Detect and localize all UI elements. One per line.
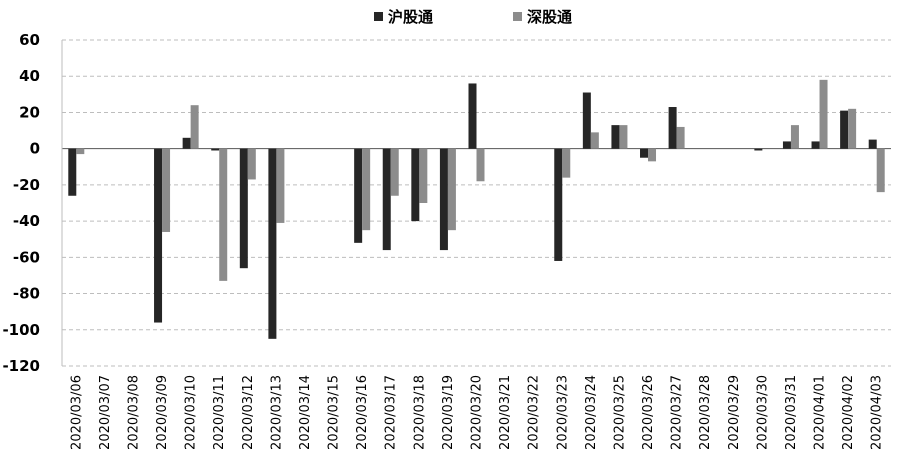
bar-series-1 — [154, 148, 163, 323]
legend-label: 沪股通 — [388, 8, 433, 26]
bar-series-2 — [476, 148, 485, 182]
x-axis: 2020/03/06 2020/03/07 2020/03/08 2020/03/09… — [69, 375, 884, 450]
y-tick-label: 40 — [19, 67, 40, 85]
x-tick-label: 2020/03/22 — [527, 375, 542, 450]
bar-series-1 — [582, 92, 591, 149]
x-tick-label: 2020/04/02 — [841, 375, 856, 450]
x-tick-label: 2020/03/06 — [69, 375, 84, 450]
x-tick-label: 2020/03/14 — [298, 375, 313, 450]
bar-series-1 — [211, 148, 220, 151]
x-tick-label: 2020/03/11 — [212, 375, 227, 450]
x-tick-label: 2020/03/07 — [98, 375, 113, 450]
x-tick-label: 2020/03/17 — [384, 375, 399, 450]
bar-series-2 — [590, 132, 599, 149]
y-tick-label: -100 — [2, 321, 40, 339]
y-tick-label: -120 — [2, 357, 40, 375]
bar-series-1 — [811, 141, 820, 149]
x-tick-label: 2020/03/23 — [555, 375, 570, 450]
legend-label: 深股通 — [527, 8, 572, 26]
bar-series-1 — [68, 148, 77, 196]
bar-series-1 — [268, 148, 277, 339]
bar-series-1 — [468, 83, 477, 149]
x-tick-label: 2020/03/15 — [327, 375, 342, 450]
x-tick-label: 2020/03/08 — [126, 375, 141, 450]
x-tick-label: 2020/03/24 — [584, 375, 599, 450]
y-tick-label: -20 — [13, 176, 40, 194]
legend-swatch — [374, 12, 383, 21]
x-tick-label: 2020/03/09 — [155, 375, 170, 450]
bar-series-2 — [276, 148, 285, 223]
bar-series-2 — [848, 108, 857, 149]
bar-series-2 — [790, 125, 799, 149]
bar-series-2 — [390, 148, 399, 196]
bar-series-2 — [562, 148, 571, 178]
bar-series-1 — [754, 148, 763, 151]
bar-series-2 — [619, 125, 628, 149]
x-tick-label: 2020/03/21 — [498, 375, 513, 450]
x-tick-label: 2020/03/19 — [441, 375, 456, 450]
x-tick-label: 2020/03/27 — [670, 375, 685, 450]
bar-series-1 — [668, 107, 677, 149]
bar-series-1 — [411, 148, 420, 222]
x-tick-label: 2020/03/13 — [269, 375, 284, 450]
bar-series-2 — [447, 148, 456, 231]
bar-series-2 — [819, 79, 828, 149]
bar-series-1 — [182, 137, 191, 149]
x-tick-label: 2020/03/28 — [698, 375, 713, 450]
bar-series-2 — [648, 148, 657, 162]
bar-series-2 — [419, 148, 428, 203]
bar-series-1 — [840, 110, 849, 149]
bar-series-2 — [247, 148, 256, 180]
bar-series-1 — [439, 148, 448, 251]
bar-series-1 — [640, 148, 649, 158]
x-tick-label: 2020/03/25 — [612, 375, 627, 450]
legend-swatch — [513, 12, 522, 21]
x-tick-label: 2020/03/31 — [784, 375, 799, 450]
x-tick-label: 2020/03/18 — [412, 375, 427, 450]
bars — [68, 79, 885, 339]
x-tick-label: 2020/03/10 — [184, 375, 199, 450]
bar-series-2 — [219, 148, 228, 281]
x-tick-label: 2020/03/12 — [241, 375, 256, 450]
x-tick-label: 2020/04/03 — [870, 375, 885, 450]
y-tick-label: -80 — [13, 285, 40, 303]
bar-series-1 — [382, 148, 391, 251]
y-tick-label: -40 — [13, 212, 40, 230]
x-tick-label: 2020/03/20 — [470, 375, 485, 450]
bar-series-2 — [190, 105, 199, 149]
y-tick-label: 20 — [19, 103, 40, 121]
bar-series-1 — [354, 148, 363, 243]
bar-series-2 — [76, 148, 85, 155]
bar-series-1 — [239, 148, 248, 269]
bar-series-2 — [162, 148, 171, 232]
bar-series-2 — [676, 126, 685, 149]
y-axis: 60 40 20 0 -20 -40 -60 -80 -100 -120 — [2, 31, 63, 375]
bar-series-2 — [876, 148, 885, 193]
x-tick-label: 2020/03/26 — [641, 375, 656, 450]
y-tick-label: 0 — [30, 140, 40, 158]
x-tick-label: 2020/03/16 — [355, 375, 370, 450]
y-tick-label: 60 — [19, 31, 40, 49]
bar-series-1 — [554, 148, 563, 261]
x-tick-label: 2020/04/01 — [813, 375, 828, 450]
x-tick-label: 2020/03/29 — [727, 375, 742, 450]
bar-series-2 — [362, 148, 371, 231]
bar-series-1 — [611, 125, 620, 149]
y-tick-label: -60 — [13, 248, 40, 266]
bar-series-1 — [782, 141, 791, 149]
bar-series-1 — [868, 139, 877, 149]
legend: 沪股通 深股通 — [374, 8, 572, 26]
x-tick-label: 2020/03/30 — [755, 375, 770, 450]
